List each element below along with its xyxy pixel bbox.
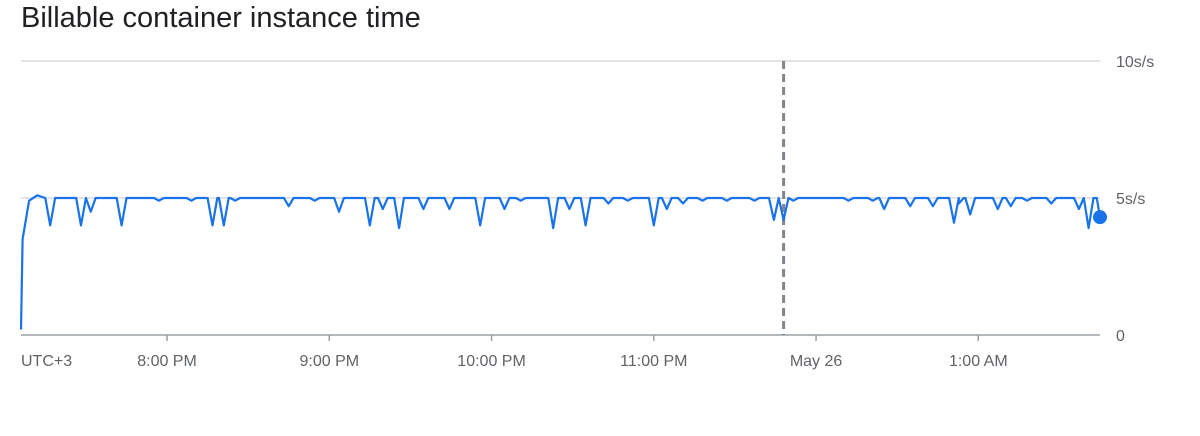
y-tick-label: 5s/s <box>1116 191 1145 208</box>
gridlines <box>21 60 1100 199</box>
series-end-point <box>1093 210 1107 225</box>
x-tick-label: 1:00 AM <box>949 353 1008 370</box>
tick-labels: 0 5s/s 10s/s 8:00 PM 9:00 PM 10:00 PM 11:00 PM… <box>21 54 1154 370</box>
timezone-label: UTC+3 <box>21 353 72 370</box>
x-tick-label: 9:00 PM <box>299 353 359 370</box>
series-line <box>19 194 1102 330</box>
x-tick-label: May 26 <box>790 353 843 370</box>
y-tick-label: 10s/s <box>1116 54 1154 71</box>
series <box>19 194 1107 330</box>
x-tick-label: 10:00 PM <box>457 353 525 370</box>
x-tick-label: 11:00 PM <box>620 353 687 370</box>
axes <box>21 61 1100 341</box>
x-tick-label: 8:00 PM <box>137 353 197 370</box>
chart-title: Billable container instance time <box>21 2 421 34</box>
y-tick-label: 0 <box>1116 328 1125 345</box>
